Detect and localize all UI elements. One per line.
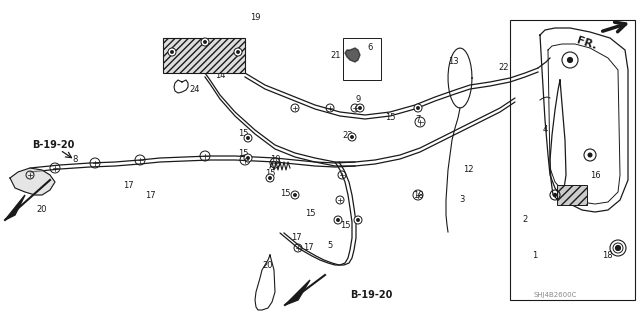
Bar [343, 38, 381, 80]
Circle shape [170, 50, 173, 54]
Text: 24: 24 [189, 85, 200, 94]
Text: 17: 17 [145, 190, 156, 199]
Circle shape [616, 246, 620, 250]
Circle shape [168, 48, 176, 56]
Text: 1: 1 [532, 250, 538, 259]
Bar [557, 185, 587, 205]
Circle shape [201, 38, 209, 46]
Circle shape [616, 246, 620, 250]
Circle shape [554, 194, 557, 197]
Polygon shape [10, 168, 55, 195]
Text: 13: 13 [448, 57, 458, 66]
Text: B-19-20: B-19-20 [350, 290, 392, 300]
Text: 21: 21 [331, 50, 341, 60]
Circle shape [334, 216, 342, 224]
Circle shape [246, 137, 250, 140]
Text: FR.: FR. [575, 35, 598, 51]
Text: 20: 20 [36, 205, 47, 214]
Polygon shape [285, 280, 310, 305]
Text: 15: 15 [280, 189, 291, 197]
Text: 17: 17 [123, 181, 133, 189]
Circle shape [588, 153, 592, 157]
Circle shape [568, 58, 572, 63]
Text: 19: 19 [250, 13, 260, 23]
Polygon shape [345, 48, 360, 62]
Circle shape [244, 134, 252, 142]
Circle shape [337, 219, 340, 222]
Circle shape [234, 48, 242, 56]
Circle shape [356, 219, 360, 222]
Text: 23: 23 [342, 130, 353, 139]
Text: 15: 15 [305, 209, 316, 218]
Text: 12: 12 [463, 166, 473, 174]
Circle shape [246, 156, 250, 160]
Circle shape [268, 176, 271, 180]
Circle shape [613, 243, 623, 253]
Text: 2: 2 [522, 216, 527, 225]
Text: 5: 5 [328, 241, 333, 249]
Text: 15: 15 [237, 149, 248, 158]
Text: 15: 15 [340, 220, 350, 229]
Text: 10: 10 [269, 155, 280, 165]
Text: 6: 6 [367, 43, 372, 53]
Text: 15: 15 [237, 129, 248, 137]
Text: 9: 9 [355, 95, 360, 105]
Text: 17: 17 [291, 234, 301, 242]
Circle shape [348, 133, 356, 141]
Text: 22: 22 [499, 63, 509, 72]
Circle shape [417, 107, 420, 110]
Text: 16: 16 [589, 170, 600, 180]
Text: 8: 8 [72, 155, 77, 165]
Circle shape [204, 41, 207, 44]
Text: 18: 18 [602, 250, 612, 259]
Text: 7: 7 [415, 115, 420, 124]
Text: 15: 15 [385, 114, 396, 122]
Bar [510, 20, 635, 300]
Circle shape [236, 50, 239, 54]
Text: 20: 20 [263, 261, 273, 270]
Bar [163, 38, 245, 73]
Circle shape [244, 154, 252, 162]
Circle shape [356, 104, 364, 112]
Circle shape [351, 135, 354, 138]
Text: 17: 17 [303, 243, 314, 253]
Text: B-19-20: B-19-20 [32, 140, 74, 150]
Circle shape [266, 174, 274, 182]
Circle shape [293, 193, 296, 197]
Text: 15: 15 [265, 168, 275, 177]
Circle shape [354, 216, 362, 224]
Circle shape [414, 104, 422, 112]
Text: 3: 3 [460, 196, 465, 204]
Circle shape [358, 107, 362, 110]
Text: SHJ4B2600C: SHJ4B2600C [533, 292, 577, 298]
Text: 19: 19 [175, 50, 185, 60]
Circle shape [291, 191, 299, 199]
Text: 14: 14 [215, 70, 225, 79]
Text: 4: 4 [542, 125, 548, 135]
Text: 18: 18 [413, 190, 423, 199]
Text: 11: 11 [189, 41, 200, 49]
Polygon shape [5, 195, 25, 220]
